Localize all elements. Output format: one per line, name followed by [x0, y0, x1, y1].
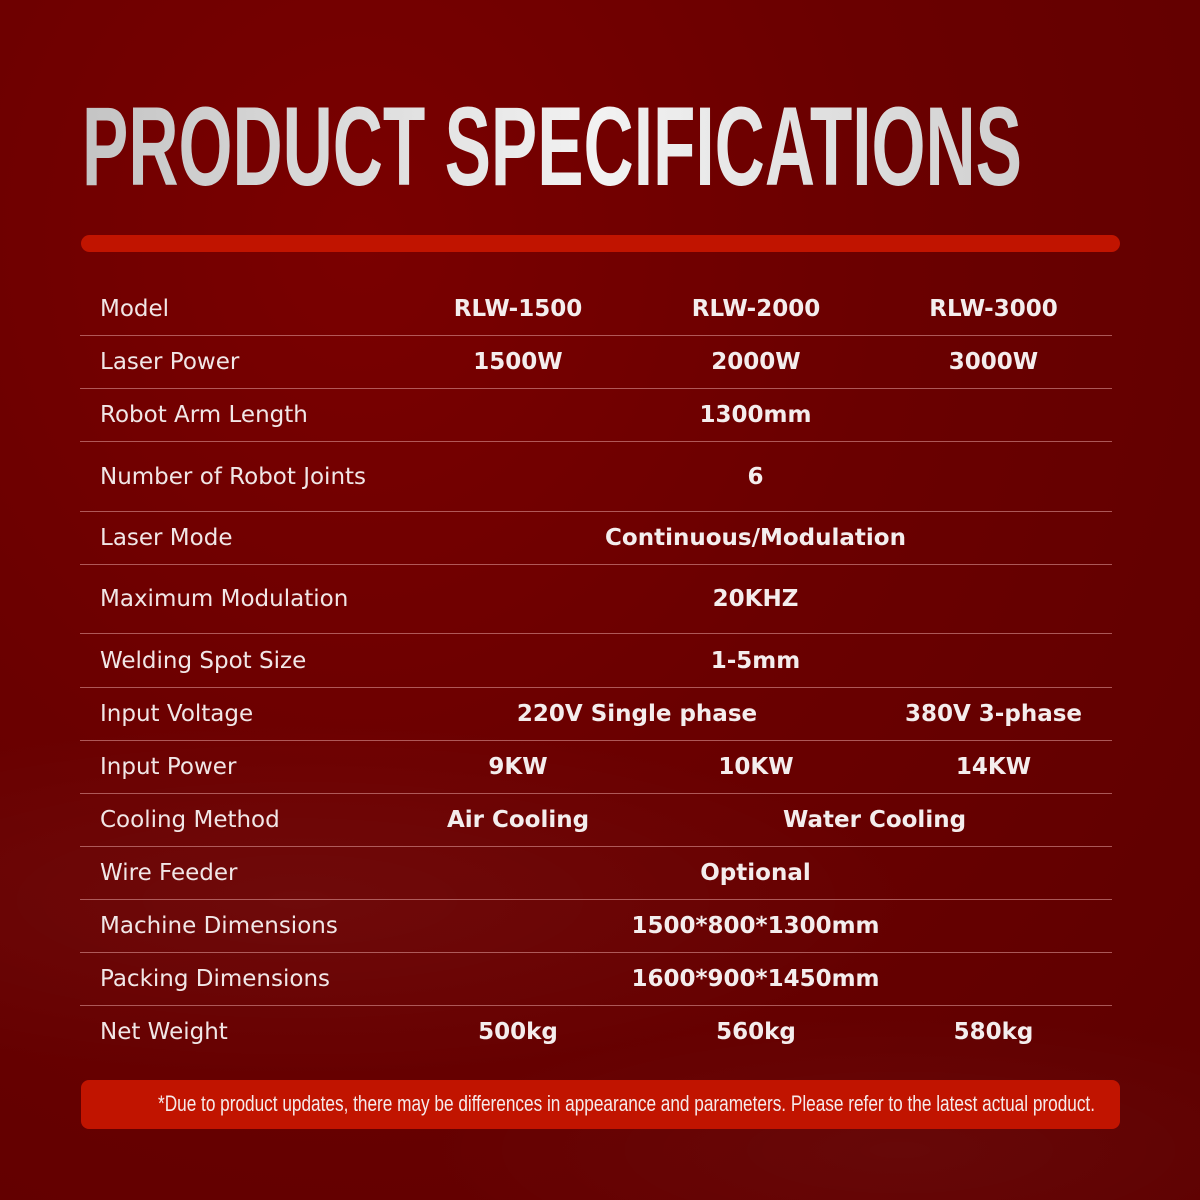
row-value: 380V 3-phase: [904, 701, 1082, 727]
row-value: 10KW: [718, 754, 794, 780]
row-value: Water Cooling: [782, 807, 967, 833]
row-value: 220V Single phase: [516, 701, 758, 727]
row-value: RLW-3000: [929, 296, 1058, 322]
row-value: 6: [747, 463, 764, 490]
row-label: Input Power: [100, 754, 237, 780]
row-value: 3000W: [948, 349, 1039, 375]
footnote-text: *Due to product updates, there may be di…: [158, 1091, 1095, 1116]
table-row: Robot Arm Length 1300mm: [80, 389, 1112, 442]
row-value: 1600*900*1450mm: [631, 966, 880, 992]
table-row: Packing Dimensions 1600*900*1450mm: [80, 953, 1112, 1006]
table-row: Laser Power 1500W 2000W 3000W: [80, 336, 1112, 389]
row-label: Wire Feeder: [100, 860, 238, 886]
row-value: 1-5mm: [710, 647, 801, 674]
table-row: Input Voltage 220V Single phase 380V 3-pha…: [80, 688, 1112, 741]
row-value: 9KW: [488, 754, 548, 780]
table-row: Wire Feeder Optional: [80, 847, 1112, 900]
footnote-banner: [81, 1080, 1120, 1129]
table-row: Machine Dimensions 1500*800*1300mm: [80, 900, 1112, 953]
page-title-graphic: PRODUCT SPECIFICATIONS: [82, 95, 1022, 195]
table-row: Number of Robot Joints 6: [80, 442, 1112, 512]
row-value: RLW-1500: [453, 296, 583, 322]
row-value: 2000W: [711, 349, 801, 375]
row-label: Cooling Method: [100, 807, 280, 833]
table-row: Laser Mode Continuous/Modulation: [80, 512, 1112, 565]
row-label: Net Weight: [100, 1019, 228, 1045]
row-value: 1300mm: [699, 402, 812, 428]
row-value: 1500*800*1300mm: [631, 913, 880, 939]
row-label: Number of Robot Joints: [100, 463, 367, 490]
row-value: Continuous/Modulation: [605, 525, 906, 551]
row-label: Input Voltage: [100, 701, 254, 727]
row-label: Welding Spot Size: [100, 647, 307, 674]
table-row: Input Power 9KW 10KW 14KW: [80, 741, 1112, 794]
page-title: PRODUCT SPECIFICATIONS: [82, 95, 1022, 195]
table-row: Welding Spot Size 1-5mm: [80, 634, 1112, 688]
row-value: 14KW: [955, 754, 1032, 780]
row-label: Laser Power: [100, 349, 240, 375]
row-value: Air Cooling: [446, 807, 590, 833]
row-value: Optional: [700, 860, 811, 886]
table-row: Net Weight 500kg 560kg 580kg: [80, 1006, 1112, 1058]
row-value: 20KHZ: [712, 586, 799, 612]
row-value: 580kg: [953, 1019, 1034, 1045]
row-value: 500kg: [478, 1019, 558, 1045]
row-label: Model: [100, 296, 170, 322]
row-label: Robot Arm Length: [100, 402, 308, 428]
row-value: 560kg: [716, 1019, 796, 1045]
row-label: Maximum Modulation: [100, 586, 349, 612]
spec-table: Model RLW-1500 RLW-2000 RLW-3000 Laser Power…: [80, 283, 1112, 1058]
row-label: Machine Dimensions: [100, 913, 338, 939]
table-row: Maximum Modulation 20KHZ: [80, 565, 1112, 634]
title-divider-bar: [81, 235, 1120, 252]
table-row: Cooling Method Air Cooling Water Cooling: [80, 794, 1112, 847]
row-value: RLW-2000: [691, 296, 821, 322]
table-row: Model RLW-1500 RLW-2000 RLW-3000: [80, 283, 1112, 336]
footnote-graphic: *Due to product updates, there may be di…: [158, 1091, 1095, 1116]
row-label: Packing Dimensions: [100, 966, 331, 992]
row-value: 1500W: [473, 349, 563, 375]
row-label: Laser Mode: [100, 525, 233, 551]
